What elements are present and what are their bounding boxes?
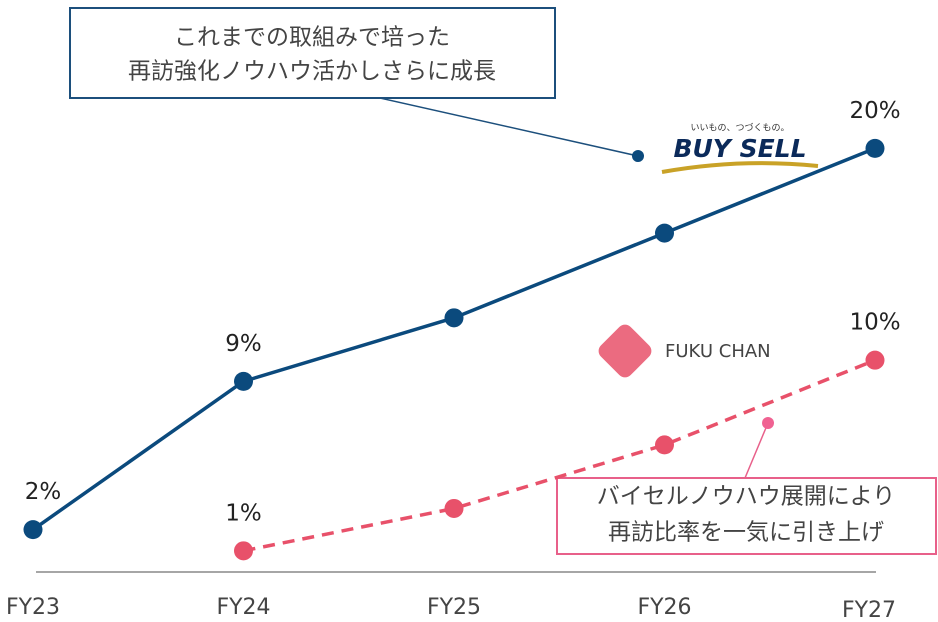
x-tick-label: FY25	[427, 595, 481, 620]
callout-text: 再訪強化ノウハウ活かしさらに成長	[128, 59, 496, 85]
logo-swoosh	[661, 161, 819, 174]
callout-text: 再訪比率を一気に引き上げ	[608, 520, 884, 546]
value-label: 9%	[225, 331, 262, 357]
callout-text: バイセルノウハウ展開により	[597, 484, 896, 510]
leader-dot	[632, 150, 644, 162]
x-tick-label: FY24	[216, 595, 270, 620]
callout-text: これまでの取組みで培った	[174, 25, 450, 51]
x-tick-label: FY27	[842, 598, 896, 622]
point	[444, 498, 464, 518]
logo-text: BUY SELL	[673, 134, 806, 163]
value-label: 1%	[225, 500, 262, 526]
point	[655, 435, 674, 455]
series-line	[243, 358, 876, 553]
point	[234, 541, 253, 561]
logo-icon	[598, 324, 652, 378]
x-tick-label: FY26	[637, 595, 691, 620]
leader-dot	[762, 417, 774, 429]
leader-line	[379, 97, 639, 157]
point	[444, 308, 464, 328]
point	[865, 350, 885, 370]
value-label: 2%	[25, 479, 62, 505]
callout-box	[556, 477, 937, 555]
point	[655, 223, 674, 243]
logo-text: FUKU CHAN	[665, 341, 771, 362]
value-label: 10%	[849, 310, 900, 336]
value-label: 20%	[849, 98, 900, 124]
x-tick-label: FY23	[6, 595, 60, 620]
logo-tagline: いいもの、つづくもの。	[690, 123, 789, 134]
point	[234, 371, 253, 391]
point	[865, 138, 885, 158]
series-line	[31, 146, 876, 532]
leader-line	[744, 422, 769, 479]
point	[23, 520, 43, 540]
callout-box	[69, 7, 556, 99]
